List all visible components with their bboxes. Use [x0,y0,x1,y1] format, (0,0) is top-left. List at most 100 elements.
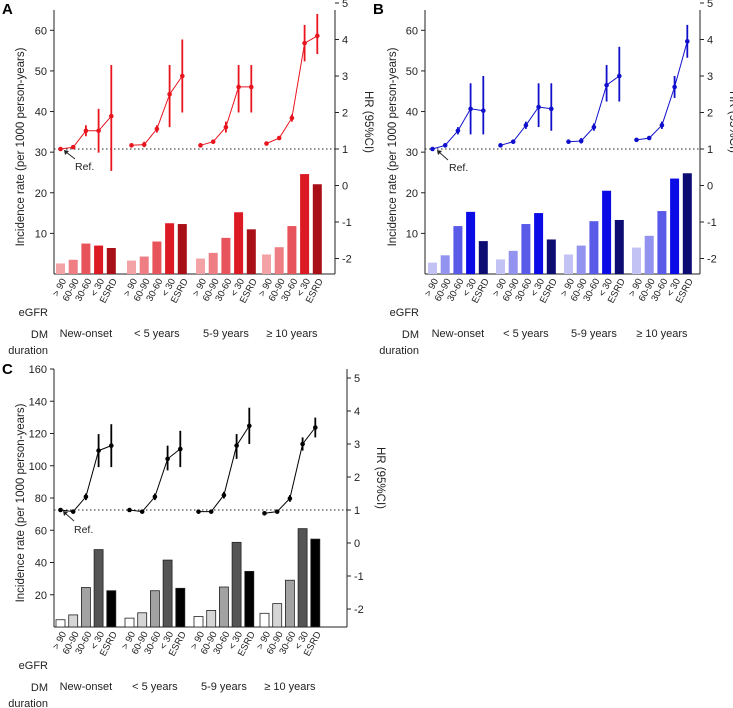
ref-arrow-line [64,512,75,522]
y-tick-label: 60 [35,525,47,537]
bar--10-years-3 [297,528,308,628]
hr-series-line [131,75,183,146]
y2-tick-label: 5 [354,373,360,385]
hr-point [264,141,269,146]
bar--10-years-1 [272,603,283,628]
bar-new-onset-4 [478,241,488,274]
hr-point [578,138,584,144]
bar--10-years-1 [644,235,654,274]
hr-series-line [200,86,252,146]
ref-label: Ref. [449,162,468,174]
ref-arrow-line [438,151,449,161]
y-tick-label: 60 [35,25,47,37]
y-tick-label: 120 [29,429,47,441]
y-tick-label: 10 [35,228,47,240]
bar-new-onset-4 [106,248,116,274]
y2-tick-label: 3 [707,71,713,83]
bar--5-years-3 [534,213,544,274]
bar-new-onset-2 [81,587,91,628]
hr-point [96,128,101,134]
dm-row-label: DM [31,682,48,694]
bar--5-years-4 [177,224,187,274]
y2-tick-label: 1 [354,505,360,517]
y2-tick-label: 1 [342,144,348,156]
hr-point [536,104,541,110]
hr-point [109,113,114,119]
ref-arrow-head [64,150,69,155]
bar--5-years-2 [152,241,162,274]
bar--5-years-4 [546,239,556,274]
bar--5-years-0 [124,617,135,628]
bar-new-onset-3 [466,211,476,274]
hr-series-line [198,425,250,513]
bar--10-years-4 [312,184,322,274]
bar-5-9-years-0 [196,258,205,274]
dm-row-label: DM [31,329,48,341]
hr-point [315,33,320,39]
y2-tick-label: 3 [342,71,348,83]
y-tick-label: 100 [29,461,47,473]
bar-new-onset-0 [56,263,65,274]
group-label: 5-9 years [203,328,249,340]
hr-point [591,124,597,130]
hr-point [198,143,203,148]
hr-point [154,126,160,132]
panel-letter: C [2,361,13,378]
bar--10-years-2 [284,579,295,628]
hr-point [604,82,609,88]
bar-5-9-years-2 [221,237,231,274]
hr-point [83,128,89,134]
hr-point [262,511,267,516]
y2-tick-label: 4 [342,35,348,47]
hr-series-line [129,448,181,513]
hr-series-line [568,75,620,143]
group-label: New-onset [60,328,113,340]
bar--10-years-4 [682,173,692,274]
hr-point [247,423,252,429]
hr-point [685,39,690,44]
bar-5-9-years-2 [218,586,229,628]
hr-point [139,509,145,514]
hr-point [313,425,318,430]
group-label: ≥ 10 years [264,681,316,693]
hr-point [498,143,503,148]
y-axis-title: Incidence rate (per 1000 person-years) [15,403,27,602]
hr-point [221,492,227,498]
hr-point [70,509,76,514]
hr-point [468,106,473,112]
egfr-row-label: eGFR [19,660,48,672]
bar-new-onset-4 [106,590,117,628]
y2-tick-label: 2 [354,472,360,484]
y2-tick-label: 5 [342,0,348,10]
y2-tick-label: -2 [342,254,352,266]
y2-tick-label: -1 [354,571,364,583]
hr-point [549,106,554,112]
y-tick-label: 60 [406,25,418,37]
hr-series-line [266,35,318,144]
bar--5-years-1 [508,250,518,274]
bar-new-onset-0 [55,619,66,628]
hr-point [566,139,571,144]
hr-point [83,494,89,500]
y-tick-label: 30 [406,147,418,159]
group-label: New-onset [432,328,485,340]
y-axis-title: Incidence rate (per 1000 person-years) [387,47,399,246]
group-label: ≥ 10 years [266,328,318,340]
y-tick-label: 50 [35,66,47,78]
y2-axis-title: HR (95%CI) [727,91,733,153]
y-axis-title: Incidence rate (per 1000 person-years) [15,47,27,246]
hr-point [276,135,282,141]
egfr-row-label: eGFR [390,307,419,319]
bar--10-years-0 [259,612,270,628]
hr-point [167,91,172,97]
bar-5-9-years-3 [602,190,612,274]
bar-new-onset-1 [440,255,450,274]
duration-row-label: duration [379,345,419,357]
bar--10-years-3 [300,174,310,274]
ref-label: Ref. [74,524,93,536]
bar-5-9-years-0 [564,254,573,274]
bar-5-9-years-4 [246,229,256,274]
bar--5-years-1 [139,256,149,274]
ref-label: Ref. [75,161,94,173]
